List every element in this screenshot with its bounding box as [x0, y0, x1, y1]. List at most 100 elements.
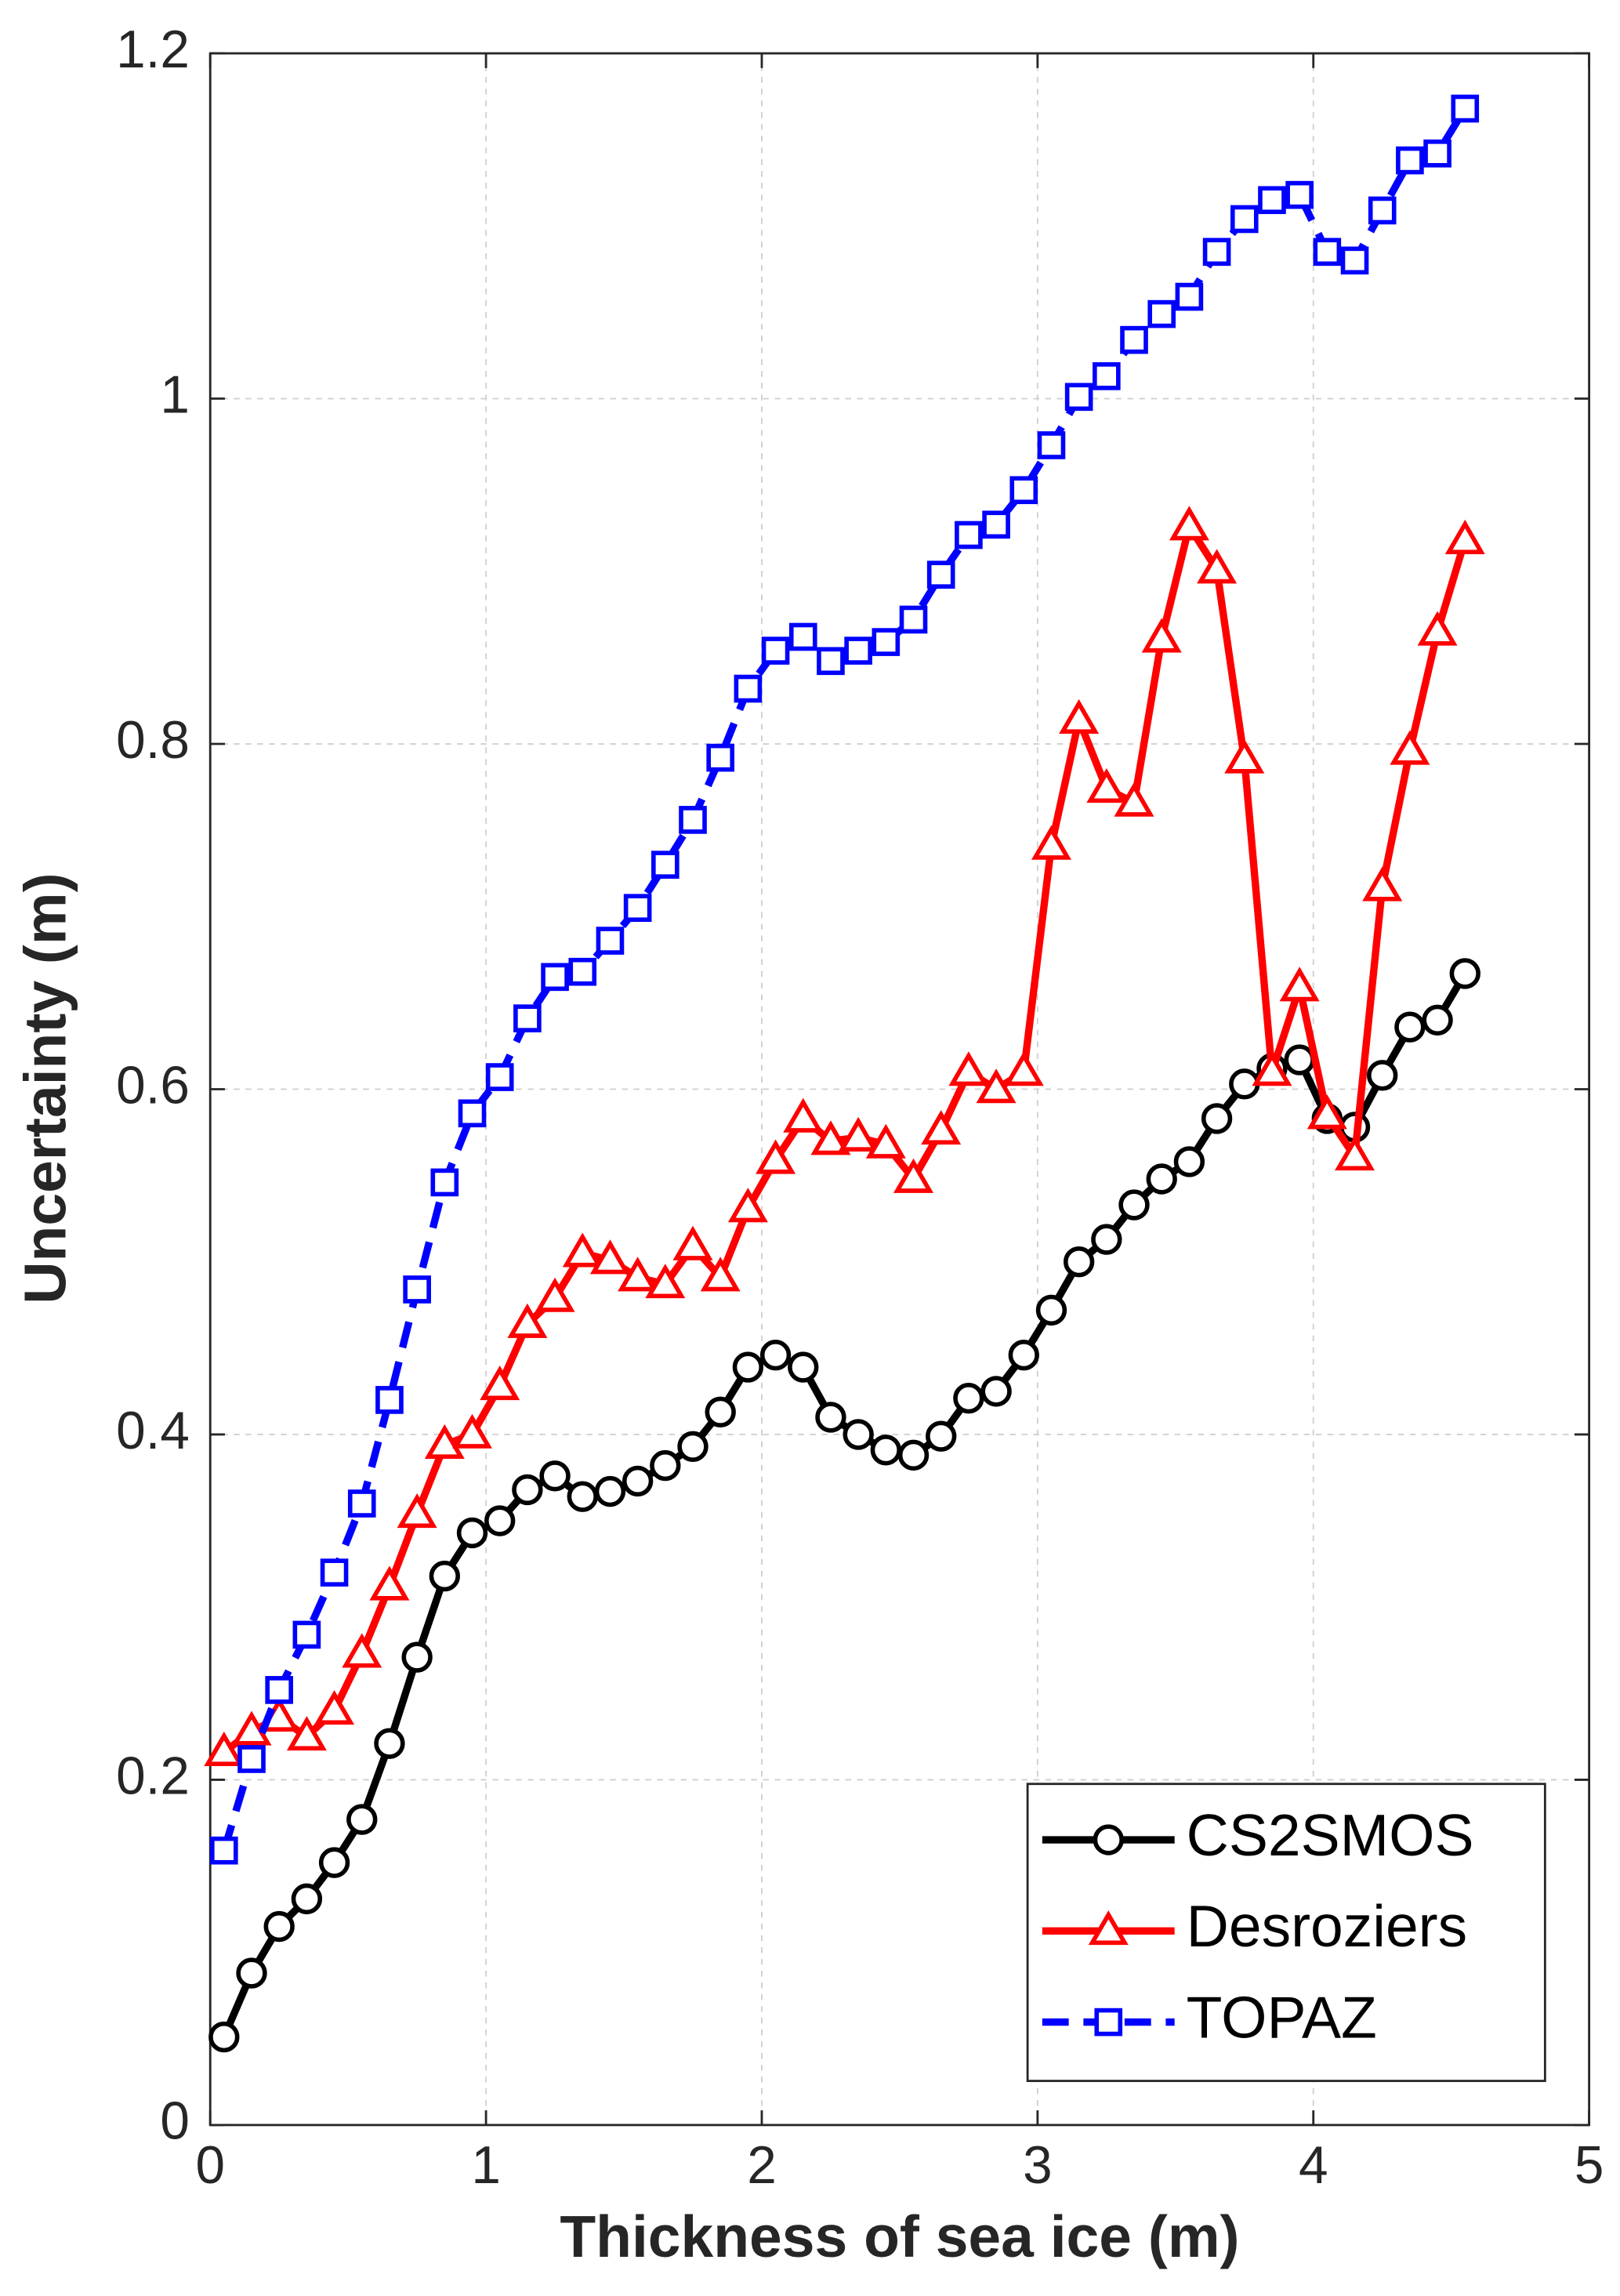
y-tick-label: 0.6: [116, 1056, 190, 1115]
marker: [1313, 238, 1342, 267]
marker: [374, 1728, 405, 1759]
marker: [1258, 186, 1286, 215]
marker: [369, 1565, 410, 1601]
marker: [541, 963, 569, 992]
marker: [761, 637, 790, 665]
x-tick-label: 5: [1575, 2136, 1604, 2195]
marker: [727, 1188, 768, 1223]
marker: [1390, 730, 1430, 765]
marker: [953, 1383, 984, 1414]
legend-label: TOPAZ: [1187, 1984, 1377, 2050]
marker: [1035, 1294, 1067, 1326]
marker: [622, 1465, 654, 1497]
marker: [208, 2021, 240, 2053]
marker: [1120, 325, 1148, 354]
marker: [843, 1419, 874, 1450]
marker: [899, 605, 928, 634]
marker: [480, 1366, 520, 1401]
marker: [1059, 698, 1100, 734]
marker: [1037, 431, 1066, 459]
marker: [513, 1004, 542, 1032]
marker: [1173, 1146, 1205, 1177]
marker: [1146, 1163, 1177, 1195]
marker: [562, 1232, 603, 1268]
marker: [1394, 1011, 1426, 1043]
marker: [1086, 768, 1127, 803]
marker: [265, 1676, 294, 1704]
plot-frame: [208, 52, 1591, 2127]
marker: [458, 1099, 487, 1128]
marker: [1009, 476, 1038, 505]
marker: [783, 1097, 824, 1133]
marker: [263, 1910, 295, 1942]
marker: [897, 1439, 930, 1471]
marker: [375, 1386, 404, 1414]
marker: [1169, 506, 1209, 541]
marker: [756, 1139, 796, 1174]
x-tick-label: 0: [195, 2136, 225, 2195]
marker: [1422, 1004, 1453, 1036]
x-axis-label: Thickness of sea ice (m): [560, 2204, 1239, 2269]
marker: [535, 1277, 575, 1312]
y-tick-label: 0.8: [116, 711, 190, 770]
marker: [1362, 866, 1403, 901]
marker: [844, 637, 872, 665]
marker: [484, 1505, 516, 1536]
marker: [1230, 205, 1259, 234]
marker: [982, 510, 1010, 539]
marker: [204, 1731, 245, 1766]
marker: [424, 1424, 465, 1459]
marker: [567, 1481, 598, 1512]
marker: [1118, 1189, 1150, 1221]
marker: [1396, 146, 1424, 175]
marker: [921, 1110, 962, 1145]
marker: [926, 560, 955, 589]
legend-label: CS2SMOS: [1187, 1802, 1474, 1868]
marker: [700, 1257, 741, 1292]
marker: [865, 1123, 906, 1159]
marker: [1285, 180, 1314, 209]
marker: [948, 1051, 989, 1086]
marker: [1368, 196, 1397, 225]
marker: [1284, 1044, 1315, 1075]
marker: [1444, 519, 1485, 554]
marker: [705, 1396, 736, 1428]
marker: [1202, 238, 1231, 267]
marker: [346, 1804, 378, 1835]
marker: [237, 1745, 266, 1773]
marker: [1417, 611, 1458, 646]
marker: [645, 1264, 686, 1299]
marker: [568, 957, 597, 986]
marker: [347, 1489, 376, 1518]
marker: [1091, 1224, 1122, 1255]
marker: [893, 1158, 934, 1193]
y-tick-label: 1.2: [116, 20, 190, 79]
marker: [1003, 1051, 1044, 1086]
marker: [292, 1620, 321, 1649]
series-line: [222, 522, 1469, 1755]
marker: [1093, 362, 1121, 390]
marker: [1201, 1103, 1233, 1134]
marker: [539, 1460, 571, 1492]
marker: [759, 1339, 792, 1371]
marker: [788, 622, 817, 651]
marker: [817, 647, 845, 676]
marker: [1252, 1051, 1292, 1086]
marker: [618, 1257, 658, 1292]
y-tick-label: 0.4: [116, 1402, 190, 1460]
marker: [732, 1351, 764, 1383]
marker: [1175, 282, 1204, 311]
marker: [672, 1225, 713, 1260]
marker: [594, 1475, 626, 1507]
marker: [734, 674, 763, 703]
marker: [342, 1633, 382, 1668]
marker: [596, 927, 625, 955]
marker: [955, 520, 983, 550]
marker: [651, 851, 680, 879]
marker: [926, 1420, 957, 1452]
marker: [429, 1560, 461, 1592]
marker: [314, 1690, 355, 1725]
marker: [1367, 1060, 1398, 1091]
marker: [1449, 958, 1480, 989]
